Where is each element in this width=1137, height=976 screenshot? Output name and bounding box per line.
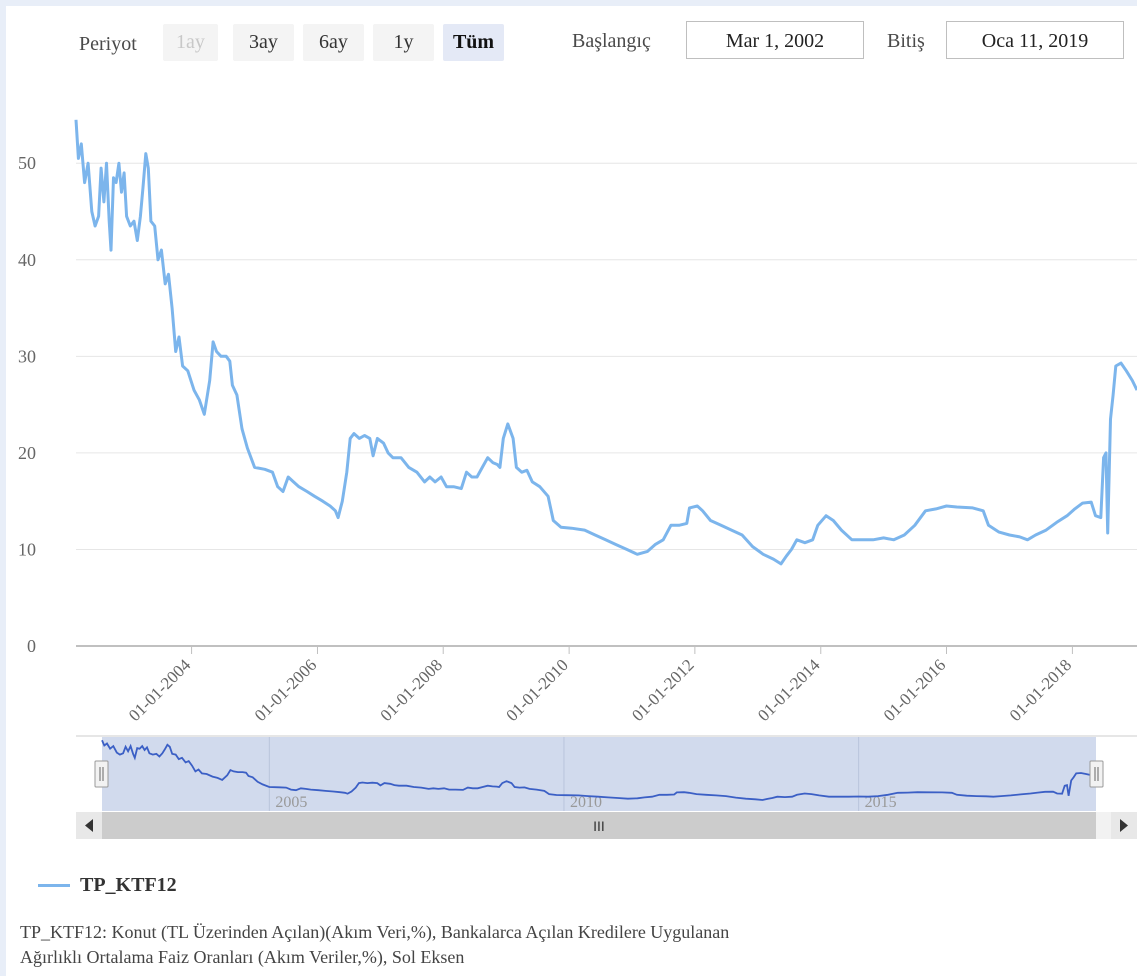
- navigator-grid: 2005 2010 2015: [268, 737, 897, 811]
- legend-line-icon: [38, 884, 70, 887]
- start-date-label: Başlangıç: [572, 30, 651, 52]
- y-axis-labels: 0 10 20 30 40 50: [18, 153, 36, 656]
- navigator-scrollbar[interactable]: III: [76, 812, 1137, 839]
- range-button-1ay[interactable]: 1ay: [163, 24, 218, 61]
- navigator-handle-right[interactable]: [1089, 760, 1104, 788]
- scrollbar-thumb-grip: III: [593, 818, 605, 834]
- navigator-series-line: [101, 739, 1097, 801]
- x-tick-label: 01-01-2006: [251, 655, 321, 725]
- navigator: 2005 2010 2015: [76, 735, 1137, 811]
- range-button-all[interactable]: Tüm: [443, 24, 504, 61]
- start-date-input[interactable]: Mar 1, 2002: [686, 21, 864, 59]
- range-button-1y[interactable]: 1y: [373, 24, 434, 61]
- y-tick-label: 0: [27, 636, 36, 656]
- scrollbar-right-arrow-icon: [1120, 819, 1128, 832]
- range-button-6ay[interactable]: 6ay: [303, 24, 364, 61]
- x-tick-label: 01-01-2008: [377, 655, 447, 725]
- end-date-label: Bitiş: [887, 30, 925, 52]
- y-tick-label: 40: [18, 250, 36, 270]
- end-date-input[interactable]: Oca 11, 2019: [946, 21, 1124, 59]
- series-line-tp-ktf12[interactable]: [74, 119, 1137, 566]
- series-description-line1: TP_KTF12: Konut (TL Üzerinden Açılan)(Ak…: [20, 922, 730, 942]
- x-tick-label: 01-01-2012: [628, 655, 698, 725]
- range-selector-toolbar: Periyot 1ay 3ay 6ay 1y Tüm Başlangıç Mar…: [6, 6, 1137, 76]
- series-description: TP_KTF12: Konut (TL Üzerinden Açılan)(Ak…: [20, 920, 920, 970]
- x-tick-label: 01-01-2010: [502, 655, 572, 725]
- legend-series-name: TP_KTF12: [80, 874, 177, 896]
- y-tick-label: 30: [18, 346, 36, 366]
- navigator-handle-left-box[interactable]: [94, 760, 109, 788]
- navigator-x-label: 2010: [570, 794, 602, 811]
- x-tick-label: 01-01-2004: [125, 655, 195, 725]
- navigator-handle-left[interactable]: [94, 760, 109, 788]
- x-tick-label: 01-01-2018: [1006, 655, 1076, 725]
- navigator-selected-range[interactable]: [102, 737, 1096, 811]
- series-description-line2: Ağırlıklı Ortalama Faiz Oranları (Akım V…: [20, 947, 465, 967]
- navigator-x-label: 2005: [275, 794, 307, 811]
- x-tick-label: 01-01-2016: [880, 655, 950, 725]
- period-label: Periyot: [79, 33, 137, 55]
- scrollbar-thumb[interactable]: [102, 812, 1096, 839]
- y-tick-label: 10: [18, 539, 36, 559]
- y-tick-label: 50: [18, 153, 36, 173]
- x-axis-labels: 01-01-2004 01-01-2006 01-01-2008 01-01-2010…: [125, 646, 1075, 725]
- range-button-3ay[interactable]: 3ay: [233, 24, 294, 61]
- y-tick-label: 20: [18, 443, 36, 463]
- grid-lines: [76, 162, 1137, 550]
- scrollbar-left-arrow-icon: [85, 819, 93, 832]
- chart-container: Periyot 1ay 3ay 6ay 1y Tüm Başlangıç Mar…: [6, 6, 1137, 976]
- navigator-x-label: 2015: [865, 794, 897, 811]
- x-tick-label: 01-01-2014: [754, 655, 824, 725]
- navigator-handle-right-box[interactable]: [1089, 760, 1104, 788]
